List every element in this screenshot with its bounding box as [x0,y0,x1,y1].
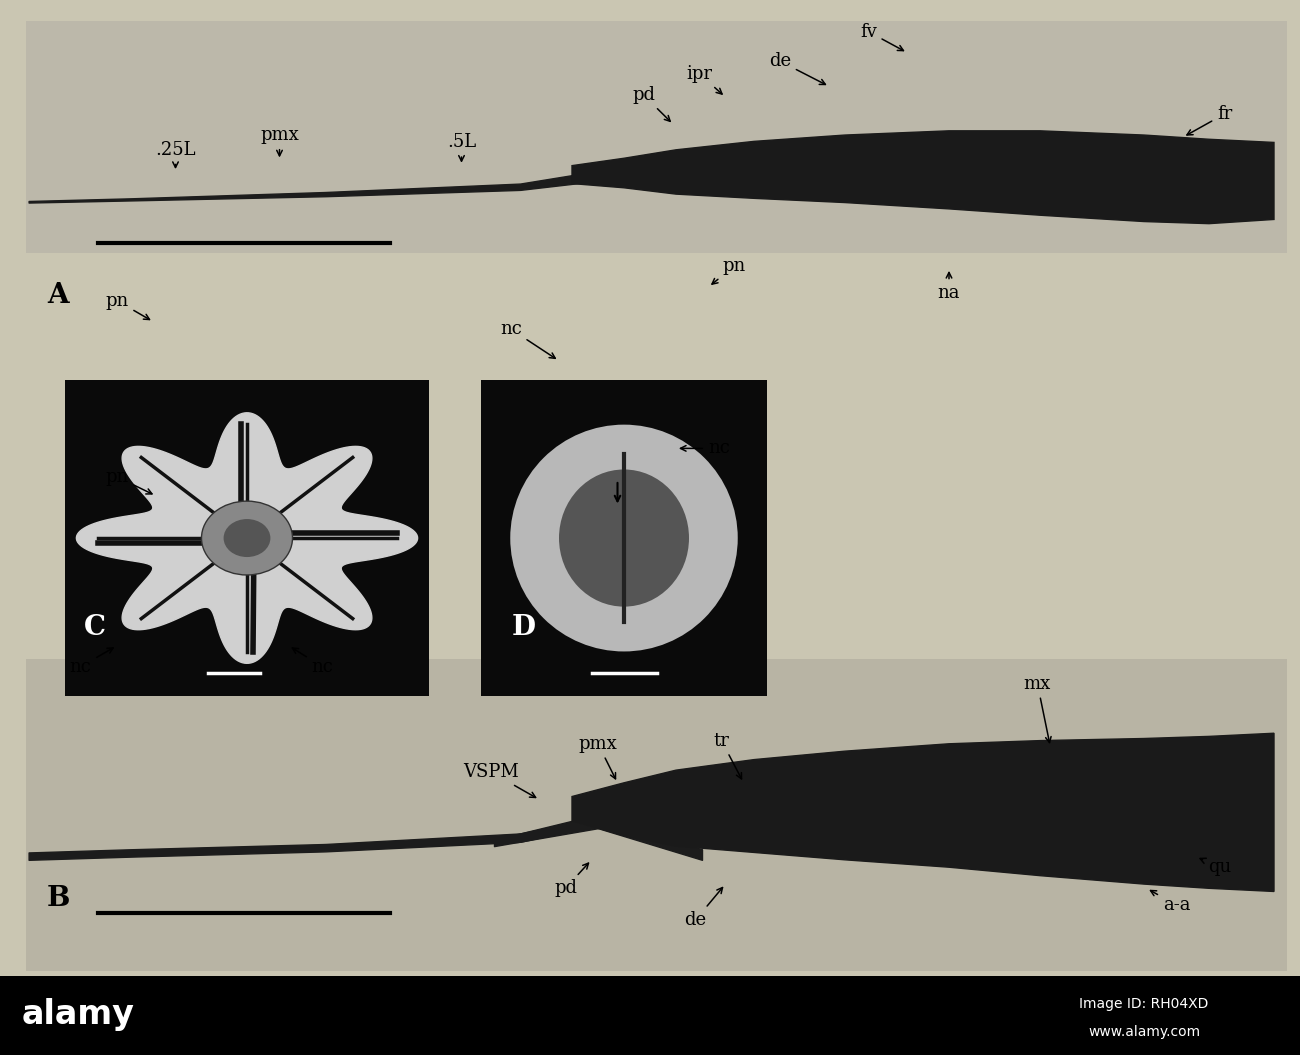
Bar [481,380,767,696]
Circle shape [202,501,292,575]
Text: D: D [512,614,536,641]
Bar [65,380,429,696]
Text: de: de [768,52,826,84]
Polygon shape [572,733,1274,891]
Text: tr: tr [714,731,741,779]
Bar [26,21,1287,253]
Bar [26,659,1287,971]
Text: nc: nc [292,648,333,676]
Text: na: na [937,272,961,303]
Text: pn: pn [105,467,152,494]
Text: qu: qu [1200,858,1231,877]
Text: .5L: .5L [447,133,476,161]
Text: nc: nc [680,439,729,458]
Text: www.alamy.com: www.alamy.com [1088,1024,1200,1039]
Text: pmx: pmx [578,734,618,779]
Text: mx: mx [1024,674,1052,743]
Polygon shape [572,131,1274,224]
Text: a-a: a-a [1150,890,1191,915]
Text: fr: fr [1187,104,1232,135]
Text: nc: nc [500,320,555,359]
Text: pn: pn [712,256,746,284]
Text: alamy: alamy [22,998,134,1032]
Text: pd: pd [632,85,671,121]
Text: fv: fv [861,22,903,51]
Text: Image ID: RH04XD: Image ID: RH04XD [1079,997,1209,1012]
Ellipse shape [510,424,738,651]
Circle shape [224,519,270,557]
Text: A: A [48,282,69,309]
Text: ipr: ipr [686,64,722,94]
Text: VSPM: VSPM [464,763,536,798]
Text: C: C [84,614,105,641]
Text: nc: nc [70,648,113,676]
Polygon shape [77,413,417,664]
Text: de: de [684,887,723,929]
Text: pd: pd [554,863,589,898]
Ellipse shape [559,469,689,607]
Text: B: B [47,885,70,913]
Bar [0,976,1300,1055]
Text: pmx: pmx [260,126,299,156]
Text: pn: pn [105,291,150,320]
Text: .25L: .25L [155,140,196,168]
